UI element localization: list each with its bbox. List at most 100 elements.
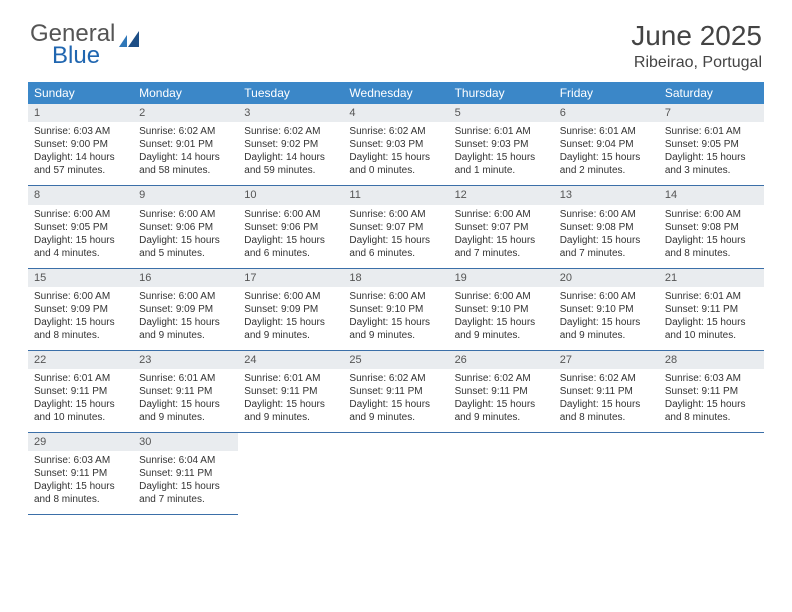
sunset-text: Sunset: 9:11 PM: [139, 467, 232, 480]
daylight-text: Daylight: 15 hours and 9 minutes.: [349, 316, 442, 342]
day-number: 2: [133, 104, 238, 122]
calendar-row: 1Sunrise: 6:03 AMSunset: 9:00 PMDaylight…: [28, 104, 764, 186]
day-body: Sunrise: 6:02 AMSunset: 9:11 PMDaylight:…: [343, 369, 448, 432]
sunrise-text: Sunrise: 6:00 AM: [455, 208, 548, 221]
day-number: 12: [449, 186, 554, 204]
day-number: 18: [343, 269, 448, 287]
calendar-cell: 24Sunrise: 6:01 AMSunset: 9:11 PMDayligh…: [238, 350, 343, 432]
sunrise-text: Sunrise: 6:02 AM: [349, 372, 442, 385]
sunset-text: Sunset: 9:11 PM: [665, 303, 758, 316]
sunrise-text: Sunrise: 6:01 AM: [455, 125, 548, 138]
day-number: 20: [554, 269, 659, 287]
day-number: 16: [133, 269, 238, 287]
day-body: Sunrise: 6:00 AMSunset: 9:06 PMDaylight:…: [238, 205, 343, 268]
sunset-text: Sunset: 9:06 PM: [139, 221, 232, 234]
day-body: Sunrise: 6:00 AMSunset: 9:10 PMDaylight:…: [554, 287, 659, 350]
sunset-text: Sunset: 9:10 PM: [349, 303, 442, 316]
page-location: Ribeirao, Portugal: [631, 54, 762, 72]
day-number: 17: [238, 269, 343, 287]
day-body: Sunrise: 6:02 AMSunset: 9:02 PMDaylight:…: [238, 122, 343, 185]
day-number: 13: [554, 186, 659, 204]
sunset-text: Sunset: 9:07 PM: [455, 221, 548, 234]
sunset-text: Sunset: 9:11 PM: [139, 385, 232, 398]
weekday-header-row: Sunday Monday Tuesday Wednesday Thursday…: [28, 82, 764, 104]
day-number: 9: [133, 186, 238, 204]
calendar-cell: [554, 433, 659, 515]
day-number: 26: [449, 351, 554, 369]
weekday-header: Wednesday: [343, 82, 448, 104]
sunrise-text: Sunrise: 6:01 AM: [244, 372, 337, 385]
daylight-text: Daylight: 14 hours and 57 minutes.: [34, 151, 127, 177]
sunset-text: Sunset: 9:10 PM: [560, 303, 653, 316]
daylight-text: Daylight: 15 hours and 7 minutes.: [455, 234, 548, 260]
daylight-text: Daylight: 14 hours and 59 minutes.: [244, 151, 337, 177]
daylight-text: Daylight: 15 hours and 8 minutes.: [34, 316, 127, 342]
daylight-text: Daylight: 15 hours and 10 minutes.: [665, 316, 758, 342]
flag-icon: [119, 26, 143, 42]
daylight-text: Daylight: 15 hours and 9 minutes.: [139, 398, 232, 424]
weekday-header: Monday: [133, 82, 238, 104]
title-block: June 2025 Ribeirao, Portugal: [631, 20, 762, 72]
page-title: June 2025: [631, 20, 762, 52]
calendar-cell: 30Sunrise: 6:04 AMSunset: 9:11 PMDayligh…: [133, 433, 238, 515]
day-body: Sunrise: 6:00 AMSunset: 9:06 PMDaylight:…: [133, 205, 238, 268]
calendar-cell: 26Sunrise: 6:02 AMSunset: 9:11 PMDayligh…: [449, 350, 554, 432]
daylight-text: Daylight: 15 hours and 9 minutes.: [139, 316, 232, 342]
sunset-text: Sunset: 9:03 PM: [349, 138, 442, 151]
day-body: Sunrise: 6:01 AMSunset: 9:11 PMDaylight:…: [133, 369, 238, 432]
daylight-text: Daylight: 15 hours and 9 minutes.: [244, 398, 337, 424]
weekday-header: Saturday: [659, 82, 764, 104]
calendar-cell: 12 Sunrise: 6:00 AMSunset: 9:07 PMDayligh…: [449, 186, 554, 268]
page-header: General Blue June 2025 Ribeirao, Portuga…: [0, 0, 792, 82]
sunset-text: Sunset: 9:07 PM: [349, 221, 442, 234]
sunset-text: Sunset: 9:06 PM: [244, 221, 337, 234]
sunrise-text: Sunrise: 6:02 AM: [244, 125, 337, 138]
sunset-text: Sunset: 9:05 PM: [665, 138, 758, 151]
day-number: 8: [28, 186, 133, 204]
weekday-header: Thursday: [449, 82, 554, 104]
calendar-cell: 4Sunrise: 6:02 AMSunset: 9:03 PMDaylight…: [343, 104, 448, 186]
day-body: Sunrise: 6:00 AMSunset: 9:09 PMDaylight:…: [133, 287, 238, 350]
sunrise-text: Sunrise: 6:00 AM: [349, 208, 442, 221]
day-body: Sunrise: 6:01 AMSunset: 9:11 PMDaylight:…: [28, 369, 133, 432]
daylight-text: Daylight: 15 hours and 6 minutes.: [349, 234, 442, 260]
sunset-text: Sunset: 9:11 PM: [34, 385, 127, 398]
day-number: 27: [554, 351, 659, 369]
calendar-cell: 1Sunrise: 6:03 AMSunset: 9:00 PMDaylight…: [28, 104, 133, 186]
sunrise-text: Sunrise: 6:02 AM: [560, 372, 653, 385]
day-body: Sunrise: 6:03 AMSunset: 9:11 PMDaylight:…: [28, 451, 133, 514]
daylight-text: Daylight: 15 hours and 7 minutes.: [560, 234, 653, 260]
calendar-table: Sunday Monday Tuesday Wednesday Thursday…: [28, 82, 764, 515]
calendar-row: 15Sunrise: 6:00 AMSunset: 9:09 PMDayligh…: [28, 268, 764, 350]
sunset-text: Sunset: 9:09 PM: [139, 303, 232, 316]
calendar-cell: 23Sunrise: 6:01 AMSunset: 9:11 PMDayligh…: [133, 350, 238, 432]
day-number: 29: [28, 433, 133, 451]
calendar-cell: 15Sunrise: 6:00 AMSunset: 9:09 PMDayligh…: [28, 268, 133, 350]
calendar-cell: [238, 433, 343, 515]
sunrise-text: Sunrise: 6:00 AM: [665, 208, 758, 221]
sunrise-text: Sunrise: 6:03 AM: [665, 372, 758, 385]
day-body: Sunrise: 6:00 AMSunset: 9:09 PMDaylight:…: [28, 287, 133, 350]
calendar-cell: 2Sunrise: 6:02 AMSunset: 9:01 PMDaylight…: [133, 104, 238, 186]
day-body: Sunrise: 6:00 AMSunset: 9:10 PMDaylight:…: [343, 287, 448, 350]
day-body: Sunrise: 6:01 AMSunset: 9:11 PMDaylight:…: [659, 287, 764, 350]
sunset-text: Sunset: 9:11 PM: [455, 385, 548, 398]
calendar-cell: 28Sunrise: 6:03 AMSunset: 9:11 PMDayligh…: [659, 350, 764, 432]
sunrise-text: Sunrise: 6:04 AM: [139, 454, 232, 467]
day-number: 14: [659, 186, 764, 204]
calendar-cell: [659, 433, 764, 515]
day-number: 15: [28, 269, 133, 287]
daylight-text: Daylight: 15 hours and 3 minutes.: [665, 151, 758, 177]
calendar-cell: 9Sunrise: 6:00 AMSunset: 9:06 PMDaylight…: [133, 186, 238, 268]
sunset-text: Sunset: 9:11 PM: [244, 385, 337, 398]
calendar-cell: 7Sunrise: 6:01 AMSunset: 9:05 PMDaylight…: [659, 104, 764, 186]
calendar-cell: 29Sunrise: 6:03 AMSunset: 9:11 PMDayligh…: [28, 433, 133, 515]
day-body: Sunrise: 6:00 AMSunset: 9:08 PMDaylight:…: [659, 205, 764, 268]
day-number: 3: [238, 104, 343, 122]
sunset-text: Sunset: 9:00 PM: [34, 138, 127, 151]
calendar-cell: 5Sunrise: 6:01 AMSunset: 9:03 PMDaylight…: [449, 104, 554, 186]
calendar-cell: 20Sunrise: 6:00 AMSunset: 9:10 PMDayligh…: [554, 268, 659, 350]
sunrise-text: Sunrise: 6:01 AM: [665, 125, 758, 138]
sunrise-text: Sunrise: 6:00 AM: [34, 290, 127, 303]
sunrise-text: Sunrise: 6:01 AM: [34, 372, 127, 385]
